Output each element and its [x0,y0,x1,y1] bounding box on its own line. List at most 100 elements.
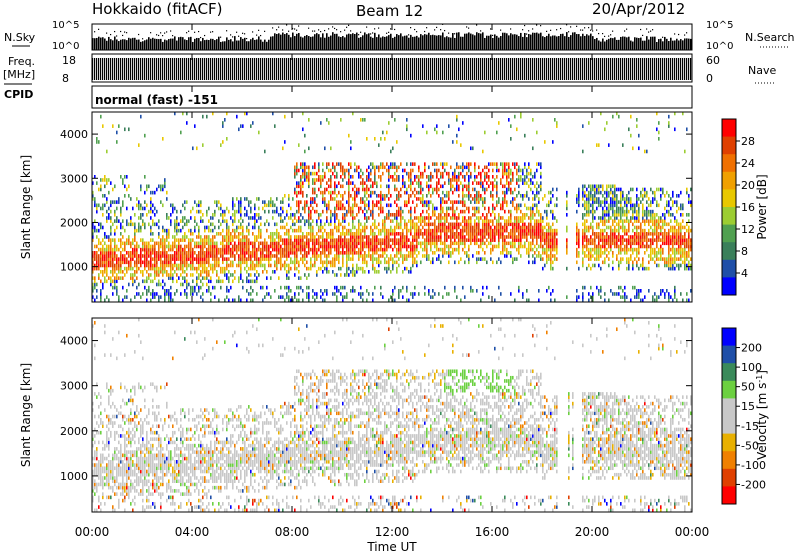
echo-cell [454,168,456,173]
echo-cell [550,241,552,246]
echo-cell [102,244,104,249]
echo-cell [496,219,498,223]
echo-cell [490,181,492,185]
echo-cell [388,121,390,125]
echo-cell [120,225,122,230]
echo-cell [516,238,518,242]
echo-cell [332,292,334,296]
echo-cell [258,130,260,135]
echo-cell [384,257,386,261]
nsky-bar [102,37,104,50]
nsky-bar [568,36,570,50]
freq-bar [314,58,316,80]
echo-cell [222,260,224,265]
echo-cell [446,209,448,214]
echo-cell [280,263,282,268]
freq-bar [456,58,458,80]
echo-cell [328,254,330,258]
nsky-bar [690,38,692,50]
echo-cell [544,241,546,246]
echo-cell [496,232,498,236]
echo-cell [532,146,534,151]
echo-cell [322,270,324,274]
nsky-bar [276,33,278,50]
echo-cell [336,257,338,261]
freq-bar [270,58,272,80]
echo-cell [528,206,530,211]
echo-cell [388,244,390,249]
echo-cell [520,241,522,246]
echo-cell [394,232,396,236]
echo-cell [320,235,322,239]
freq-bar [590,58,592,80]
freq-bar [534,58,536,80]
echo-cell [112,254,114,258]
echo-cell [550,190,552,195]
echo-cell [368,251,370,255]
echo-cell [426,222,428,227]
echo-cell [242,225,244,230]
echo-cell [314,254,316,258]
echo-cell [496,244,498,249]
freq-bar [366,58,368,80]
echo-cell [296,257,298,261]
echo-cell [360,222,362,227]
echo-cell [138,222,140,227]
echo-cell [338,181,340,185]
echo-cell [274,238,276,242]
echo-cell [362,254,364,258]
nsky-bar [612,38,614,50]
freq-bar [318,58,320,80]
echo-cell [474,209,476,214]
echo-cell [100,260,102,265]
echo-cell [94,197,96,201]
echo-cell [378,247,380,252]
echo-cell [202,114,204,119]
echo-cell [424,222,426,227]
echo-cell [396,168,398,173]
echo-cell [212,238,214,242]
echo-cell [294,273,296,277]
echo-cell [286,238,288,242]
echo-cell [548,244,550,249]
echo-cell [486,260,488,265]
echo-cell [320,266,322,271]
echo-cell [546,251,548,255]
echo-cell [506,181,508,185]
nsky-bar [222,41,224,50]
freq-bar [652,58,654,80]
echo-cell [158,282,160,287]
echo-cell [118,200,120,204]
echo-cell [440,219,442,223]
echo-cell [168,295,170,299]
echo-cell [216,260,218,265]
echo-cell [302,190,304,195]
echo-cell [492,197,494,201]
echo-cell [386,238,388,242]
freq-bar [486,58,488,80]
echo-cell [154,257,156,261]
echo-cell [262,241,264,246]
echo-cell [184,235,186,239]
echo-cell [298,203,300,208]
echo-cell [448,292,450,296]
echo-cell [532,238,534,242]
echo-cell [142,292,144,296]
echo-cell [508,171,510,176]
echo-cell [366,209,368,214]
echo-cell [398,257,400,261]
echo-cell [484,190,486,195]
echo-cell [268,200,270,204]
nsky-bar [192,41,194,50]
freq-bar [256,58,258,80]
echo-cell [300,244,302,249]
echo-cell [176,263,178,268]
echo-cell [160,282,162,287]
echo-cell [184,216,186,220]
echo-cell [250,251,252,255]
echo-cell [146,263,148,268]
echo-cell [250,273,252,277]
echo-cell [226,219,228,223]
echo-cell [202,219,204,223]
echo-cell [108,260,110,265]
